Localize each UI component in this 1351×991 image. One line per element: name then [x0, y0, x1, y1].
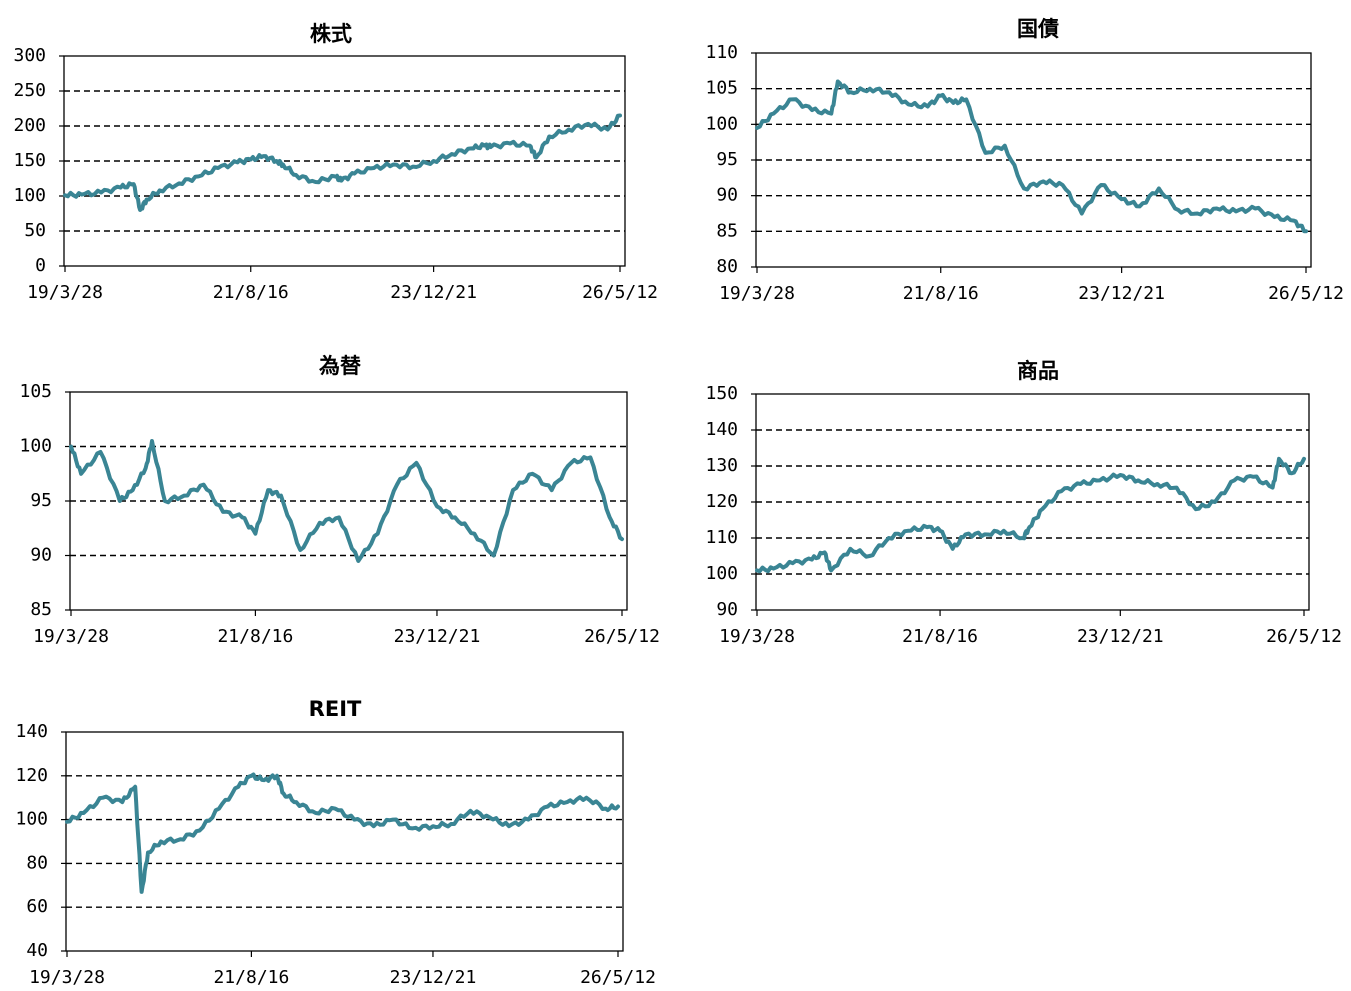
chart-panel-4: 商品 90 100 110 120 130 140 150 19/3/28 21/8/16 23/1…: [705, 359, 1341, 647]
x-tick-label: 23/12/21: [1077, 626, 1164, 647]
series-line: [755, 456, 1306, 574]
y-tick-label: 80: [716, 256, 738, 277]
y-tick-label: 300: [13, 45, 46, 66]
x-tick-label: 19/3/28: [29, 967, 105, 986]
x-tick-label: 21/8/16: [213, 282, 289, 303]
y-tick-label: 105: [705, 78, 738, 99]
y-tick-label: 100: [15, 809, 48, 830]
x-tick-label: 21/8/16: [217, 626, 293, 647]
x-tick-label: 23/12/21: [390, 282, 477, 303]
y-tick-label: 95: [30, 490, 52, 511]
y-tick-label: 60: [26, 896, 48, 917]
x-tick-label: 26/5/12: [580, 967, 656, 986]
y-tick-label: 80: [26, 852, 48, 873]
chart-title: 株式: [310, 22, 352, 46]
y-tick-label: 200: [13, 115, 46, 136]
y-tick-label: 105: [19, 381, 52, 402]
y-tick-label: 110: [705, 42, 738, 63]
series-line: [755, 79, 1308, 234]
y-tick-label: 100: [705, 113, 738, 134]
y-tick-label: 90: [716, 599, 738, 620]
y-tick-label: 100: [19, 436, 52, 457]
plot-area: [65, 731, 624, 952]
x-tick-label: 21/8/16: [902, 626, 978, 647]
y-tick-label: 140: [705, 419, 738, 440]
y-tick-label: 150: [13, 150, 46, 171]
series-line: [63, 113, 622, 212]
y-tick-label: 120: [15, 765, 48, 786]
x-tick-label: 19/3/28: [719, 626, 795, 647]
y-tick-label: 140: [15, 721, 48, 742]
y-tick-label: 95: [716, 149, 738, 170]
x-tick-label: 19/3/28: [719, 283, 795, 304]
y-tick-label: 0: [35, 255, 46, 276]
x-tick-label: 23/12/21: [390, 967, 477, 986]
series-line: [69, 439, 624, 563]
x-tick-label: 23/12/21: [1078, 283, 1165, 304]
x-tick-label: 21/8/16: [903, 283, 979, 304]
x-tick-label: 26/5/12: [1268, 283, 1344, 304]
y-tick-label: 150: [705, 383, 738, 404]
y-tick-label: 90: [716, 185, 738, 206]
y-tick-label: 120: [705, 491, 738, 512]
x-tick-label: 26/5/12: [582, 282, 658, 303]
x-tick-label: 19/3/28: [33, 626, 109, 647]
x-tick-label: 21/8/16: [213, 967, 289, 986]
chart-title: 国債: [1017, 17, 1059, 41]
x-tick-label: 23/12/21: [394, 626, 481, 647]
y-tick-label: 85: [716, 220, 738, 241]
x-tick-label: 19/3/28: [27, 282, 103, 303]
series-line: [65, 772, 620, 894]
y-tick-label: 85: [30, 599, 52, 620]
y-tick-label: 250: [13, 80, 46, 101]
x-tick-label: 26/5/12: [1266, 626, 1342, 647]
y-tick-label: 110: [705, 527, 738, 548]
x-tick-label: 26/5/12: [584, 626, 660, 647]
y-tick-label: 50: [24, 220, 46, 241]
chart-panel-1: 株式 0 50 100 150 200 250 300 19/3/28 21/8/16 23/12/…: [13, 22, 657, 303]
y-tick-label: 100: [13, 185, 46, 206]
y-tick-label: 90: [30, 545, 52, 566]
chart-panel-3: 為替 85 90 95 100 105 19/3/28 21/8/16 23/12/21 26/5…: [19, 354, 659, 647]
chart-title: REIT: [309, 697, 362, 721]
y-tick-label: 40: [26, 940, 48, 961]
y-tick-label: 100: [705, 563, 738, 584]
chart-panel-2: 国債 80 85 90 95 100 105 110 19/3/28 21/8/16 23/12/2…: [705, 17, 1343, 304]
chart-panel-5: REIT 40 60 80 100 120 140 19/3/28 21/8/16 23/12/2…: [15, 697, 656, 988]
chart-title: 為替: [319, 354, 361, 378]
chart-title: 商品: [1017, 359, 1059, 383]
y-tick-label: 130: [705, 455, 738, 476]
